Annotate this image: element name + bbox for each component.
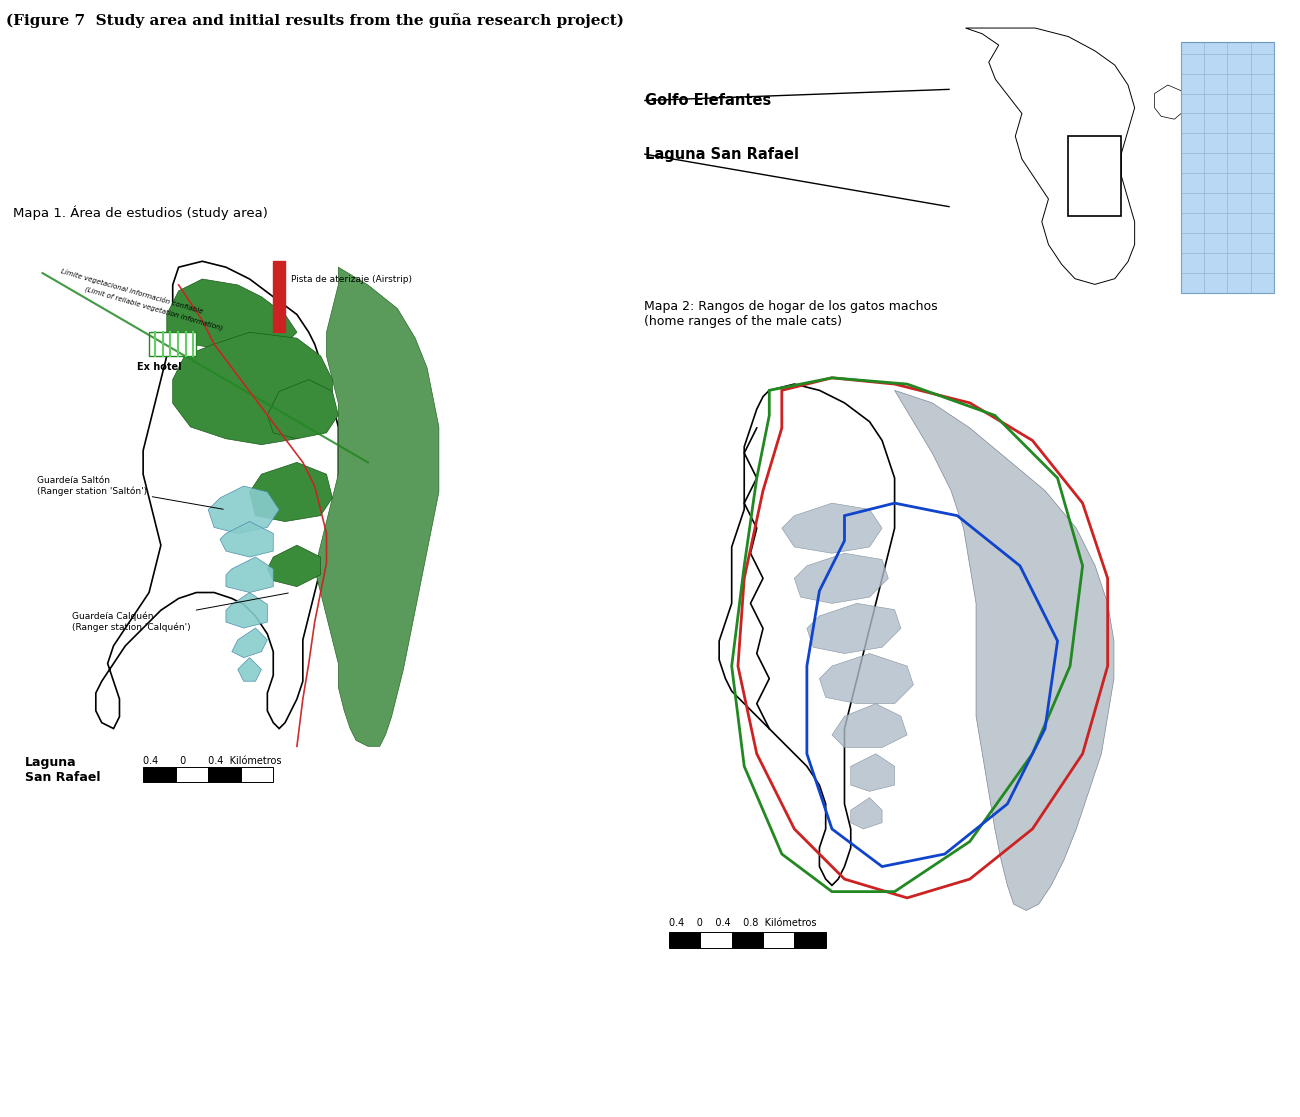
Text: Image ID: RHRE5G: Image ID: RHRE5G: [1144, 1057, 1248, 1066]
Bar: [732, 933, 763, 948]
Polygon shape: [794, 553, 888, 603]
Polygon shape: [1154, 85, 1188, 120]
Polygon shape: [208, 486, 280, 534]
Polygon shape: [719, 384, 894, 886]
Bar: [1180, 42, 1274, 293]
Text: Laguna San Rafael: Laguna San Rafael: [645, 146, 798, 162]
Text: (Figure 7  Study area and initial results from the guña research project): (Figure 7 Study area and initial results…: [6, 13, 624, 28]
Polygon shape: [966, 28, 1135, 285]
Polygon shape: [226, 592, 268, 628]
Text: www.alamy.com: www.alamy.com: [1144, 1079, 1234, 1088]
Polygon shape: [220, 522, 273, 557]
Polygon shape: [315, 267, 439, 746]
Text: (Limit of reliable vegetation information): (Limit of reliable vegetation informatio…: [84, 286, 224, 332]
Bar: [273, 261, 285, 332]
Text: Ex hotel: Ex hotel: [138, 362, 182, 372]
Text: Guardeía Calquén
(Ranger station 'Calquén'): Guardeía Calquén (Ranger station 'Calqué…: [73, 593, 289, 632]
Polygon shape: [832, 704, 907, 747]
Polygon shape: [231, 628, 268, 658]
Polygon shape: [268, 380, 338, 439]
Polygon shape: [238, 658, 261, 681]
Bar: [143, 767, 176, 782]
Text: Guardeía Saltón
(Ranger station 'Saltón'): Guardeía Saltón (Ranger station 'Saltón'…: [36, 476, 224, 509]
Text: 0.4       0       0.4  Kilómetros: 0.4 0 0.4 Kilómetros: [143, 756, 282, 766]
Text: 0.4    0    0.4    0.8  Kilómetros: 0.4 0 0.4 0.8 Kilómetros: [670, 918, 816, 928]
Bar: [794, 933, 826, 948]
Text: Mapa 1. Área de estudios (study area): Mapa 1. Área de estudios (study area): [13, 206, 268, 220]
Polygon shape: [807, 603, 901, 653]
Polygon shape: [96, 261, 338, 728]
Text: alamy: alamy: [29, 1042, 160, 1080]
Text: Laguna
San Rafael: Laguna San Rafael: [25, 756, 100, 784]
Polygon shape: [894, 390, 1114, 910]
Polygon shape: [226, 557, 273, 592]
Bar: [701, 933, 732, 948]
Polygon shape: [268, 545, 321, 586]
Polygon shape: [173, 332, 333, 445]
Polygon shape: [850, 798, 883, 829]
Polygon shape: [781, 503, 883, 553]
Bar: [150, 332, 196, 356]
Bar: [208, 767, 240, 782]
Text: Golfo Elefantes: Golfo Elefantes: [645, 93, 771, 108]
Polygon shape: [250, 462, 333, 522]
Polygon shape: [819, 653, 914, 704]
Polygon shape: [850, 754, 894, 791]
Text: Límite vegetacional información confiable: Límite vegetacional información confiabl…: [60, 267, 204, 315]
Polygon shape: [166, 279, 296, 350]
Bar: [763, 933, 794, 948]
Bar: [1069, 136, 1122, 216]
Bar: [670, 933, 701, 948]
Text: Pista de aterizaje (Airstrip): Pista de aterizaje (Airstrip): [291, 275, 412, 284]
Text: Mapa 2: Rangos de hogar de los gatos machos
(home ranges of the male cats): Mapa 2: Rangos de hogar de los gatos mac…: [644, 299, 937, 327]
Bar: [176, 767, 208, 782]
Bar: [240, 767, 273, 782]
